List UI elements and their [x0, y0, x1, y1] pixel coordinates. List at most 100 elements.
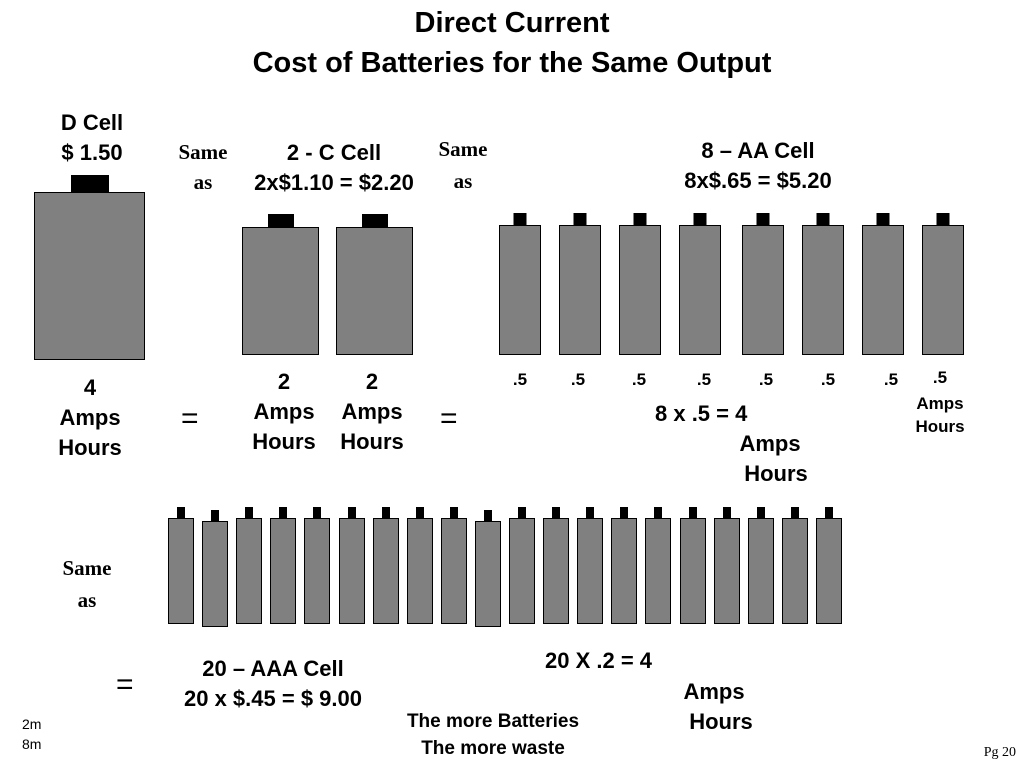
- c-cell-a-capacity-value: 2: [277, 369, 291, 394]
- battery-terminal: [177, 507, 185, 518]
- aaa-cell-battery-4: [270, 507, 297, 624]
- aaa-cell-total-formula: 20 X .2 = 4: [545, 648, 653, 673]
- aaa-cell-battery-3: [236, 507, 263, 624]
- aa-cell-battery-8: [922, 213, 964, 355]
- aa-cell-name: 8 – AA Cell: [701, 138, 815, 163]
- battery-body: [168, 518, 194, 624]
- aaa-cell-battery-9: [440, 507, 467, 624]
- battery-body: [499, 225, 541, 355]
- aa-cell-battery-1: [499, 213, 541, 355]
- battery-terminal: [449, 507, 458, 518]
- battery-terminal: [620, 507, 629, 518]
- aa-cell-total-formula: 8 x .5 = 4: [655, 401, 748, 426]
- c-cell-a-capacity-unit-2: Hours: [252, 429, 316, 454]
- battery-terminal: [936, 213, 950, 225]
- corner-note-line-2: 8m: [22, 736, 42, 752]
- battery-body: [781, 518, 808, 624]
- d-cell-name: D Cell: [60, 110, 124, 135]
- battery-terminal: [816, 213, 830, 225]
- battery-body: [543, 518, 570, 624]
- d-cell-price: $ 1.50: [61, 140, 123, 165]
- aa-cell-capacity-3: .5: [631, 370, 647, 389]
- aa-cell-battery-7: [862, 213, 904, 355]
- c-cell-battery-1: [242, 214, 319, 355]
- aaa-cell-battery-7: [372, 507, 399, 624]
- battery-body: [747, 518, 774, 624]
- aaa-cell-battery-16: [679, 507, 706, 624]
- battery-terminal: [876, 213, 890, 225]
- c-cell-battery-2: [336, 214, 413, 355]
- aaa-cell-battery-1: [168, 507, 194, 624]
- aaa-cell-battery-20: [815, 507, 842, 624]
- battery-terminal: [633, 213, 647, 225]
- battery-terminal: [790, 507, 799, 518]
- aaa-cell-battery-12: [543, 507, 570, 624]
- battery-body: [802, 225, 844, 355]
- aaa-cell-battery-8: [406, 507, 433, 624]
- d-cell-capacity-unit-1: Amps: [59, 405, 121, 430]
- battery-terminal: [381, 507, 390, 518]
- battery-terminal: [267, 214, 294, 227]
- aaa-cell-total-unit-2: Hours: [689, 709, 753, 734]
- same-as-label-2-line-2: as: [453, 169, 473, 193]
- corner-note-line-1: 2m: [22, 716, 42, 732]
- aa-cell-battery-3: [619, 213, 661, 355]
- same-as-label-2-line-1: Same: [438, 137, 488, 161]
- aaa-cell-battery-18: [747, 507, 774, 624]
- battery-terminal: [347, 507, 356, 518]
- title-line-1: Direct Current: [414, 7, 610, 39]
- battery-terminal: [693, 213, 707, 225]
- battery-terminal: [573, 213, 587, 225]
- d-cell-battery: [34, 175, 145, 360]
- c-cell-b-capacity-value: 2: [365, 369, 379, 394]
- aaa-cell-battery-14: [611, 507, 638, 624]
- waste-note-line-1: The more Batteries: [406, 711, 580, 732]
- battery-terminal: [552, 507, 561, 518]
- battery-terminal: [211, 510, 220, 521]
- same-as-label-1-line-2: as: [193, 170, 213, 194]
- c-cell-b-capacity-unit-1: Amps: [341, 399, 403, 424]
- battery-terminal: [756, 213, 770, 225]
- battery-body: [406, 518, 433, 624]
- aa-cell-total-unit-2: Hours: [744, 461, 808, 486]
- battery-terminal: [518, 507, 526, 518]
- battery-terminal: [513, 213, 527, 225]
- battery-body: [509, 518, 535, 624]
- equals-sign-3: =: [116, 668, 134, 701]
- aaa-cell-battery-10: [474, 510, 501, 627]
- battery-body: [815, 518, 842, 624]
- battery-body: [862, 225, 904, 355]
- aaa-cell-battery-15: [645, 507, 672, 624]
- battery-body: [742, 225, 784, 355]
- c-cell-a-capacity-unit-1: Amps: [253, 399, 315, 424]
- aaa-cell-battery-17: [713, 507, 740, 624]
- battery-body: [336, 227, 413, 355]
- battery-body: [713, 518, 740, 624]
- d-cell-capacity-unit-2: Hours: [58, 435, 122, 460]
- aaa-cell-battery-6: [338, 507, 365, 624]
- battery-terminal: [483, 510, 492, 521]
- aaa-cell-battery-19: [781, 507, 808, 624]
- aaa-cell-battery-2: [202, 510, 229, 627]
- battery-body: [440, 518, 467, 624]
- page-number: Pg 20: [983, 745, 1016, 760]
- same-as-label-1-line-1: Same: [178, 140, 228, 164]
- battery-body: [372, 518, 399, 624]
- battery-terminal: [756, 507, 765, 518]
- aaa-cell-battery-11: [509, 507, 535, 624]
- battery-body: [242, 227, 319, 355]
- aa-cell-capacity-1: .5: [512, 370, 528, 389]
- battery-body: [338, 518, 365, 624]
- battery-terminal: [245, 507, 254, 518]
- battery-body: [922, 225, 964, 355]
- aa-cell-battery-5: [742, 213, 784, 355]
- battery-body: [645, 518, 672, 624]
- battery-terminal: [654, 507, 663, 518]
- equals-sign-2: =: [440, 402, 458, 435]
- battery-terminal: [586, 507, 595, 518]
- battery-terminal: [824, 507, 833, 518]
- aa-cell-capacity-7: .5: [883, 370, 899, 389]
- battery-body: [34, 192, 145, 360]
- c-cell-name: 2 - C Cell: [286, 140, 382, 165]
- battery-terminal: [722, 507, 731, 518]
